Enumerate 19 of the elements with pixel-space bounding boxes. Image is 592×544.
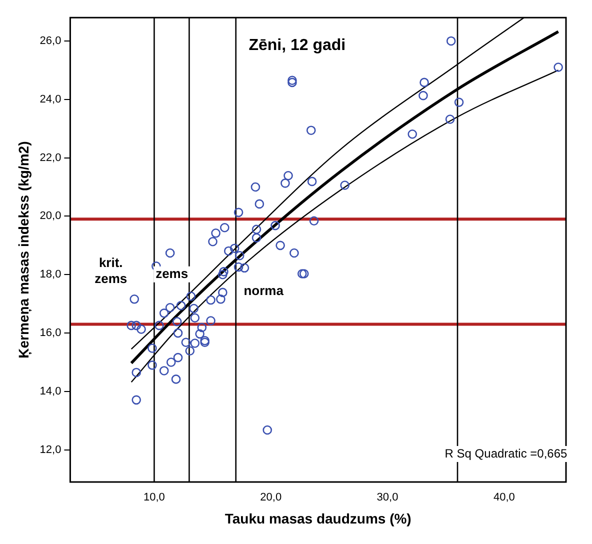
x-tick-label: 20,0 [260, 492, 282, 504]
y-tick-label: 26,0 [40, 34, 62, 47]
y-tick-label: 12,0 [40, 444, 62, 456]
x-tick-label: 30,0 [376, 492, 398, 504]
y-tick-label: 24,0 [40, 93, 62, 106]
x-tick-label: 10,0 [143, 492, 165, 504]
y-tick-label: 18,0 [40, 268, 62, 281]
y-tick-label: 22,0 [40, 152, 62, 164]
y-axis-title: Ķermeņa masas indekss (kg/m2) [15, 141, 32, 358]
text: Zēni, 12 gadi [248, 37, 346, 54]
annotation: zems [156, 266, 188, 281]
y-tick-label: 14,0 [40, 385, 62, 398]
x-axis-title: Tauku masas daudzums (%) [224, 510, 412, 526]
y-tick-label: 20,0 [40, 210, 62, 222]
annotation: krit. zems [94, 255, 128, 286]
y-tick-label: 16,0 [40, 327, 62, 340]
x-tick-label: 40,0 [493, 492, 515, 504]
annotation: R Sq Quadratic =0,665 [444, 446, 568, 460]
annotation: norma [244, 283, 284, 298]
